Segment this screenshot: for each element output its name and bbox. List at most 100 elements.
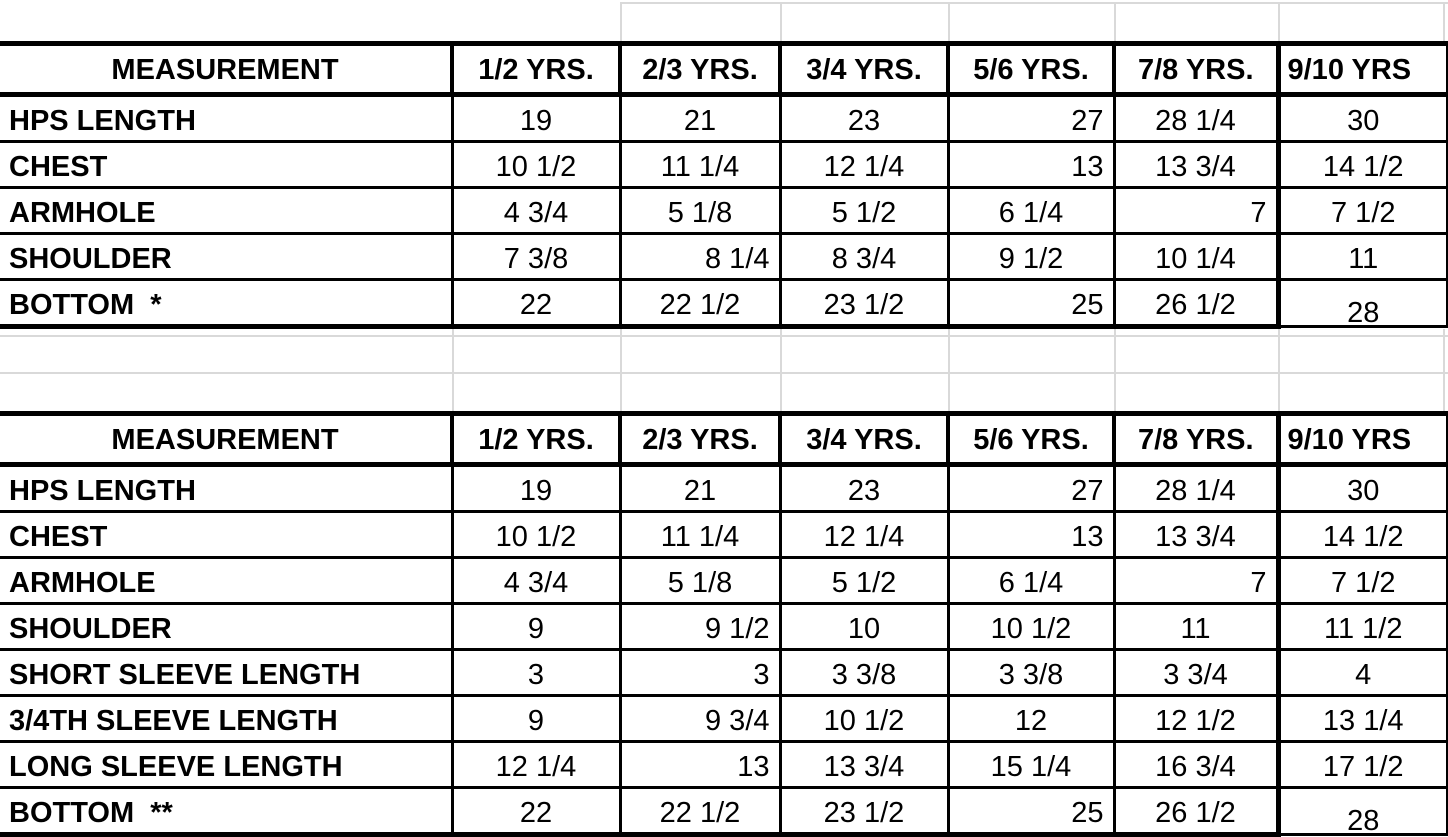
value-cell: 7 — [1112, 556, 1280, 605]
size-table-with-sleeves: MEASUREMENT 1/2 YRS. 2/3 YRS. 3/4 YRS. 5… — [0, 411, 1448, 837]
row-label: CHEST — [0, 510, 454, 559]
value-cell: 7 1/2 — [1275, 186, 1448, 235]
column-header: 3/4 YRS. — [778, 411, 950, 467]
value-cell: 10 1/4 — [1112, 232, 1280, 281]
value-cell: 7 1/2 — [1275, 556, 1448, 605]
column-header: 7/8 YRS. — [1112, 41, 1280, 97]
row-label: LONG SLEEVE LENGTH — [0, 740, 454, 789]
value-cell: 3 3/8 — [778, 648, 950, 697]
value-cell: 22 1/2 — [618, 278, 782, 329]
row-label: SHOULDER — [0, 232, 454, 281]
value-cell: 11 1/2 — [1275, 602, 1448, 651]
row-label: BOTTOM ** — [0, 786, 454, 837]
value-cell: 28 — [1275, 278, 1448, 328]
table-row: SHOULDER 7 3/8 8 1/4 8 3/4 9 1/2 10 1/4 … — [0, 232, 1448, 281]
value-cell: 6 1/4 — [946, 186, 1116, 235]
value-cell: 25 — [946, 278, 1116, 329]
row-label: CHEST — [0, 140, 454, 189]
value-cell: 10 1/2 — [946, 602, 1116, 651]
row-label: HPS LENGTH — [0, 93, 454, 143]
gridline — [0, 372, 1448, 374]
column-header: 1/2 YRS. — [450, 411, 622, 467]
value-cell: 26 1/2 — [1112, 278, 1280, 329]
column-header: MEASUREMENT — [0, 411, 454, 467]
value-cell: 22 — [450, 278, 622, 329]
gridline — [1278, 2, 1280, 41]
row-label: ARMHOLE — [0, 186, 454, 235]
table-row: HPS LENGTH 19 21 23 27 28 1/4 30 — [0, 463, 1448, 513]
value-cell: 12 1/4 — [778, 140, 950, 189]
value-cell: 10 1/2 — [450, 510, 622, 559]
table-row: SHOULDER 9 9 1/2 10 10 1/2 11 11 1/2 — [0, 602, 1448, 651]
value-cell: 19 — [450, 463, 622, 513]
value-cell: 5 1/2 — [778, 186, 950, 235]
column-header: 5/6 YRS. — [946, 411, 1116, 467]
value-cell: 9 1/2 — [946, 232, 1116, 281]
table-row: BOTTOM ** 22 22 1/2 23 1/2 25 26 1/2 28 — [0, 786, 1448, 837]
value-cell: 9 — [450, 602, 622, 651]
value-cell: 3 — [618, 648, 782, 697]
value-cell: 13 — [946, 510, 1116, 559]
value-cell: 27 — [946, 93, 1116, 143]
gridline — [948, 303, 950, 411]
value-cell: 14 1/2 — [1275, 140, 1448, 189]
table-row: 3/4TH SLEEVE LENGTH 9 9 3/4 10 1/2 12 12… — [0, 694, 1448, 743]
value-cell: 25 — [946, 786, 1116, 837]
value-cell: 28 1/4 — [1112, 463, 1280, 513]
value-cell: 23 — [778, 463, 950, 513]
row-label: HPS LENGTH — [0, 463, 454, 513]
value-cell: 5 1/2 — [778, 556, 950, 605]
header-row: MEASUREMENT 1/2 YRS. 2/3 YRS. 3/4 YRS. 5… — [0, 41, 1448, 97]
table-row: HPS LENGTH 19 21 23 27 28 1/4 30 — [0, 93, 1448, 143]
column-header: 2/3 YRS. — [618, 41, 782, 97]
column-header: 9/10 YRS — [1275, 41, 1448, 97]
value-cell: 26 1/2 — [1112, 786, 1280, 837]
value-cell: 10 1/2 — [450, 140, 622, 189]
value-cell: 13 3/4 — [1112, 510, 1280, 559]
value-cell: 30 — [1275, 463, 1448, 513]
gridline — [948, 2, 950, 41]
value-cell: 10 1/2 — [778, 694, 950, 743]
table-row: ARMHOLE 4 3/4 5 1/8 5 1/2 6 1/4 7 7 1/2 — [0, 556, 1448, 605]
value-cell: 6 1/4 — [946, 556, 1116, 605]
row-label: ARMHOLE — [0, 556, 454, 605]
table-row: CHEST 10 1/2 11 1/4 12 1/4 13 13 3/4 14 … — [0, 140, 1448, 189]
gridline — [1443, 303, 1445, 411]
gridline — [1114, 2, 1116, 41]
value-cell: 23 1/2 — [778, 786, 950, 837]
value-cell: 4 — [1275, 648, 1448, 697]
value-cell: 28 1/4 — [1112, 93, 1280, 143]
gridline — [1443, 2, 1445, 41]
table-row: BOTTOM * 22 22 1/2 23 1/2 25 26 1/2 28 — [0, 278, 1448, 329]
gridline — [780, 303, 782, 411]
value-cell: 12 — [946, 694, 1116, 743]
value-cell: 16 3/4 — [1112, 740, 1280, 789]
table-row: ARMHOLE 4 3/4 5 1/8 5 1/2 6 1/4 7 7 1/2 — [0, 186, 1448, 235]
value-cell: 30 — [1275, 93, 1448, 143]
gridline — [780, 2, 782, 41]
value-cell: 11 1/4 — [618, 510, 782, 559]
row-label: 3/4TH SLEEVE LENGTH — [0, 694, 454, 743]
gridline — [620, 2, 1448, 4]
value-cell: 5 1/8 — [618, 556, 782, 605]
value-cell: 12 1/2 — [1112, 694, 1280, 743]
value-cell: 19 — [450, 93, 622, 143]
value-cell: 9 1/2 — [618, 602, 782, 651]
value-cell: 13 3/4 — [1112, 140, 1280, 189]
value-cell: 21 — [618, 463, 782, 513]
column-header: 3/4 YRS. — [778, 41, 950, 97]
value-cell: 15 1/4 — [946, 740, 1116, 789]
value-cell: 13 3/4 — [778, 740, 950, 789]
value-cell: 3 3/4 — [1112, 648, 1280, 697]
column-header: 2/3 YRS. — [618, 411, 782, 467]
value-cell: 5 1/8 — [618, 186, 782, 235]
value-cell: 11 — [1112, 602, 1280, 651]
value-cell: 4 3/4 — [450, 186, 622, 235]
value-cell: 28 — [1275, 786, 1448, 836]
size-table-sleeveless: MEASUREMENT 1/2 YRS. 2/3 YRS. 3/4 YRS. 5… — [0, 41, 1448, 329]
header-row: MEASUREMENT 1/2 YRS. 2/3 YRS. 3/4 YRS. 5… — [0, 411, 1448, 467]
value-cell: 9 — [450, 694, 622, 743]
value-cell: 22 — [450, 786, 622, 837]
value-cell: 11 — [1275, 232, 1448, 281]
